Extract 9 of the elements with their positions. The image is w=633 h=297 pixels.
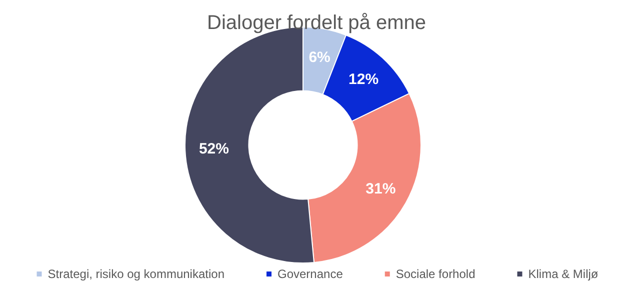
data-label: 12%: [348, 71, 379, 88]
legend-label: Sociale forhold: [396, 267, 476, 281]
legend-label: Governance: [277, 267, 344, 281]
data-label: 52%: [198, 140, 229, 158]
legend-label: Klima & Miljø: [528, 267, 599, 281]
chart-title: Dialoger fordelt på emne: [206, 12, 426, 34]
data-label: 6%: [308, 48, 330, 66]
data-label: 31%: [366, 180, 396, 198]
legend-label: Strategi, risiko og kommunikation: [48, 267, 224, 281]
